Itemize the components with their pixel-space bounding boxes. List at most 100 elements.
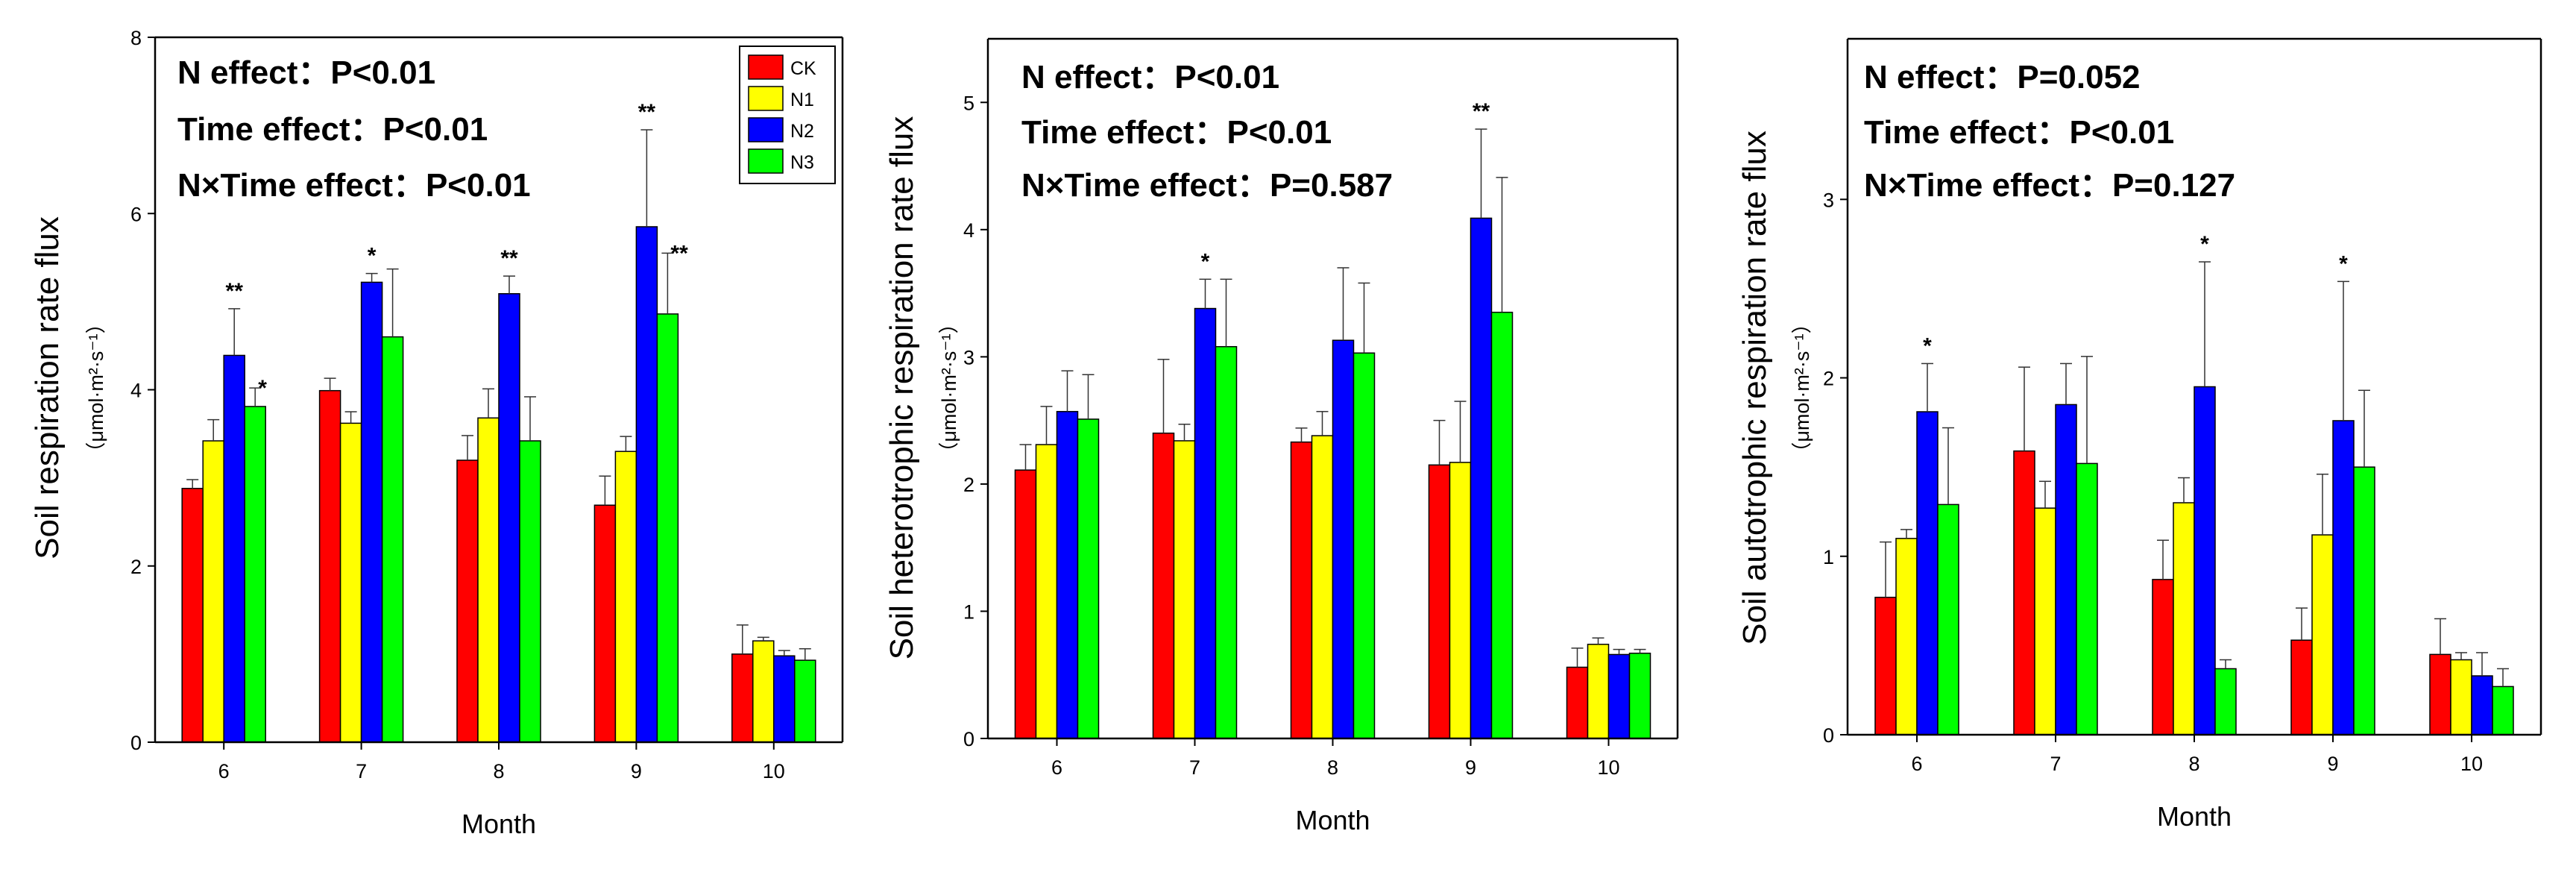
x-tick-label: 6 [218,760,230,782]
y-axis-title: Soil heterotrophic respiration rate flux [884,116,920,660]
y-tick-label: 6 [130,203,142,225]
bar-CK-month-6 [1014,469,1037,739]
y-axis-units: （μmol·m²·s⁻¹） [85,313,107,462]
bar-CK-month-10 [1566,666,1589,739]
bar-N1-month-7 [2034,507,2056,735]
legend: CK N1 N2 N3 [739,46,836,184]
bar-N1-month-9 [614,451,637,743]
bar-N3-month-6 [1077,418,1100,739]
x-tick-label: 7 [356,760,367,782]
bar-N1-month-8 [477,417,500,743]
x-tick-label: 8 [1327,756,1338,779]
y-axis-title: Soil respiration rate flux [29,216,66,559]
y-tick-label: 0 [130,732,142,754]
significance-marker: * [2339,251,2348,276]
bar-N2-month-10 [2471,675,2493,735]
bar-N3-month-7 [381,336,404,743]
bar-N2-month-7 [2055,404,2077,735]
significance-marker: ** [1473,99,1490,124]
x-tick-label: 10 [2460,753,2483,775]
bar-CK-month-9 [593,504,617,743]
x-tick-label: 10 [763,760,785,782]
effect-annotation: N×Time effect：P<0.01 [177,167,531,204]
legend-label-N1: N1 [790,90,814,110]
effect-annotation: N×Time effect：P=0.127 [1864,167,2235,204]
significance-marker: ** [500,246,518,271]
bar-N2-month-9 [635,226,658,743]
bar-N2-month-8 [498,292,520,743]
legend-label-N2: N2 [790,121,814,142]
bar-N1-month-6 [1895,538,1918,735]
bar-N3-month-8 [2214,668,2237,735]
bar-N2-month-8 [2194,386,2216,735]
effect-annotation: Time effect：P<0.01 [1021,114,1332,151]
significance-marker: * [1923,333,1932,358]
y-tick-label: 0 [1823,724,1834,747]
y-tick-label: 2 [130,556,142,578]
y-axis-units: （μmol·m²·s⁻¹） [1791,313,1813,462]
bar-N1-month-10 [2450,659,2472,735]
x-axis-title: Month [2157,801,2232,832]
bar-N2-month-6 [1916,411,1939,735]
bar-CK-month-8 [2152,579,2174,735]
bar-CK-month-8 [456,459,479,743]
x-axis-title: Month [462,809,536,839]
bar-N2-month-7 [360,281,383,743]
effect-annotation: N×Time effect：P=0.587 [1021,167,1393,204]
y-tick-label: 2 [963,474,974,496]
bar-N1-month-8 [1311,435,1334,739]
significance-marker: ** [226,279,244,304]
bar-N1-month-7 [1173,440,1196,739]
bar-N1-month-7 [339,422,362,743]
y-tick-label: 3 [963,346,974,368]
bar-CK-month-9 [1428,464,1451,739]
bar-N3-month-7 [1215,345,1238,739]
significance-marker: * [368,244,377,269]
bar-N2-month-8 [1332,339,1355,739]
x-tick-label: 9 [1465,756,1476,779]
significance-marker: * [258,376,267,401]
significance-marker: ** [670,241,688,266]
bar-N3-month-9 [2353,466,2375,735]
x-tick-label: 10 [1597,756,1619,779]
bar-N3-month-7 [2076,462,2098,735]
bar-CK-month-7 [318,389,341,743]
bar-N1-month-9 [2311,534,2334,735]
legend-swatch-N1 [748,86,784,111]
bar-N1-month-9 [1449,462,1472,739]
bar-N1-month-6 [1035,444,1058,739]
bar-N3-month-10 [1628,652,1651,739]
bar-CK-month-8 [1290,441,1313,739]
bar-N2-month-6 [1056,410,1079,739]
bar-N3-month-8 [519,440,541,743]
bar-CK-month-6 [1874,597,1897,735]
y-axis-title: Soil autotrophic respiration rate flux [1736,131,1773,645]
y-tick-label: 3 [1823,189,1834,211]
legend-swatch-N2 [748,117,784,142]
bar-CK-month-10 [2429,653,2451,735]
effect-annotation: Time effect：P<0.01 [1864,114,2174,151]
y-tick-label: 1 [963,600,974,623]
legend-label-N3: N3 [790,152,814,173]
bar-CK-month-9 [2290,639,2313,735]
bar-N1-month-8 [2173,502,2195,735]
legend-swatch-N3 [748,148,784,174]
bar-CK-month-7 [2013,450,2035,735]
legend-swatch-CK [748,54,784,80]
bar-N2-month-10 [773,655,796,743]
y-tick-label: 4 [963,219,974,242]
y-tick-label: 1 [1823,546,1834,568]
y-tick-label: 2 [1823,368,1834,390]
bar-N2-month-10 [1607,653,1631,739]
significance-marker: ** [638,100,656,125]
bar-N1-month-10 [1587,644,1610,739]
y-tick-label: 4 [130,380,142,402]
y-tick-label: 8 [130,27,142,49]
x-tick-label: 9 [631,760,642,782]
x-tick-label: 6 [1911,753,1922,775]
effect-annotation: Time effect：P<0.01 [177,111,488,148]
bar-N3-month-9 [656,313,679,743]
bar-CK-month-6 [181,488,204,743]
